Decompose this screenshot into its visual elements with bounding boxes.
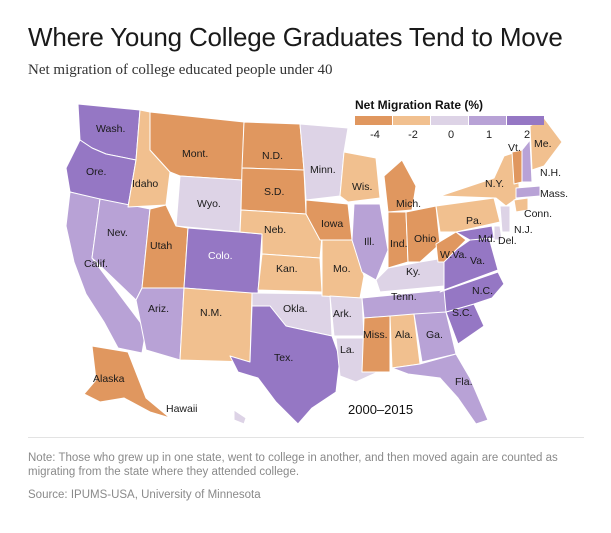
state-label: S.C. [452,307,472,319]
legend-swatch [355,116,392,125]
state-label: Md. [478,233,496,245]
legend-tick-label: 2 [523,129,531,141]
state-label: Wyo. [197,198,221,210]
state-label: Ky. [406,266,420,278]
state-label: Ariz. [148,303,169,315]
chart-title: Where Young College Graduates Tend to Mo… [28,22,563,52]
state-shape [513,197,529,213]
state-shape [203,391,247,425]
legend-tick-label: 0 [447,129,455,141]
state-label: Iowa [321,218,343,230]
state-label: Minn. [310,164,336,176]
state-label: Calif. [84,258,108,270]
state-label: Miss. [363,329,388,341]
state-shape [135,287,185,361]
state-label: Tex. [274,352,293,364]
legend-swatch [469,116,506,125]
state-shape [499,205,511,233]
period-label: 2000–2015 [348,402,414,417]
state-label: Va. [470,255,485,267]
state-shape [405,205,441,263]
state-label: Okla. [283,303,308,315]
legend-ticks: -4 -2 0 1 2 [355,129,545,143]
state-label: Del. [498,235,517,247]
state-label: Ala. [395,329,413,341]
state-label: Colo. [208,250,233,262]
state-label: Utah [150,240,172,252]
state-label: Kan. [276,263,298,275]
state-shape [241,121,305,171]
state-shape [439,271,505,313]
state-shape [515,185,541,199]
state-label: Mont. [182,148,208,160]
state-label: Vt. [508,142,521,154]
state-shape [435,197,501,233]
legend-tick-label: 1 [485,129,493,141]
source-line: Source: IPUMS-USA, University of Minneso… [28,489,261,501]
legend-swatch [507,116,544,125]
state-label: Conn. [524,208,552,220]
state-shape [391,353,489,425]
state-label: Mo. [333,263,351,275]
legend-tick-label: -4 [370,129,380,141]
state-shape [229,305,341,425]
state-label: Idaho [132,178,158,190]
legend-title: Net Migration Rate (%) [355,98,484,112]
state-label: Me. [534,138,552,150]
legend-swatch [431,116,468,125]
footnote: Note: Those who grew up in one state, we… [28,452,558,478]
state-labels: Wash. Ore. Calif. Nev. Idaho Mont. Wyo. Utah Col… [84,123,568,415]
state-shape [439,151,521,207]
state-label: N.C. [472,285,493,297]
state-label: Hawaii [166,403,198,415]
state-label: Ark. [333,308,352,320]
state-shape [435,231,467,263]
state-label: N.Y. [485,178,504,190]
state-label: Mich. [396,198,421,210]
state-shape [383,159,417,213]
state-label: Ga. [426,329,443,341]
legend-color-bar [355,116,545,125]
state-label: W.Va. [440,249,467,261]
state-label: N.M. [200,307,222,319]
state-label: N.J. [514,224,533,236]
divider [28,437,584,438]
legend-tick-label: -2 [408,129,418,141]
state-label: N.H. [540,167,561,179]
state-label: Ind. [390,238,408,250]
state-label: La. [340,344,355,356]
state-label: Wis. [352,181,372,193]
state-label: Ohio [414,233,436,245]
state-label: Mass. [540,188,568,200]
state-label: Alaska [93,373,125,385]
state-label: Fla. [455,376,473,388]
state-shape [521,139,533,183]
state-shape [443,233,499,291]
state-shape [179,287,253,363]
state-label: Neb. [264,224,286,236]
state-shape [361,315,391,373]
state-label: Ill. [364,236,375,248]
state-label: Wash. [96,123,125,135]
state-shape [83,345,171,419]
state-label: N.D. [262,150,283,162]
state-shape [493,225,503,241]
state-label: Nev. [107,227,128,239]
state-label: Ore. [86,166,106,178]
state-label: Tenn. [391,291,417,303]
state-shape [339,151,381,203]
state-label: S.D. [264,186,284,198]
state-shape [511,149,523,185]
state-label: Pa. [466,215,482,227]
chart-subtitle: Net migration of college educated people… [28,62,333,78]
legend-swatch [393,116,430,125]
state-shapes [65,103,563,425]
